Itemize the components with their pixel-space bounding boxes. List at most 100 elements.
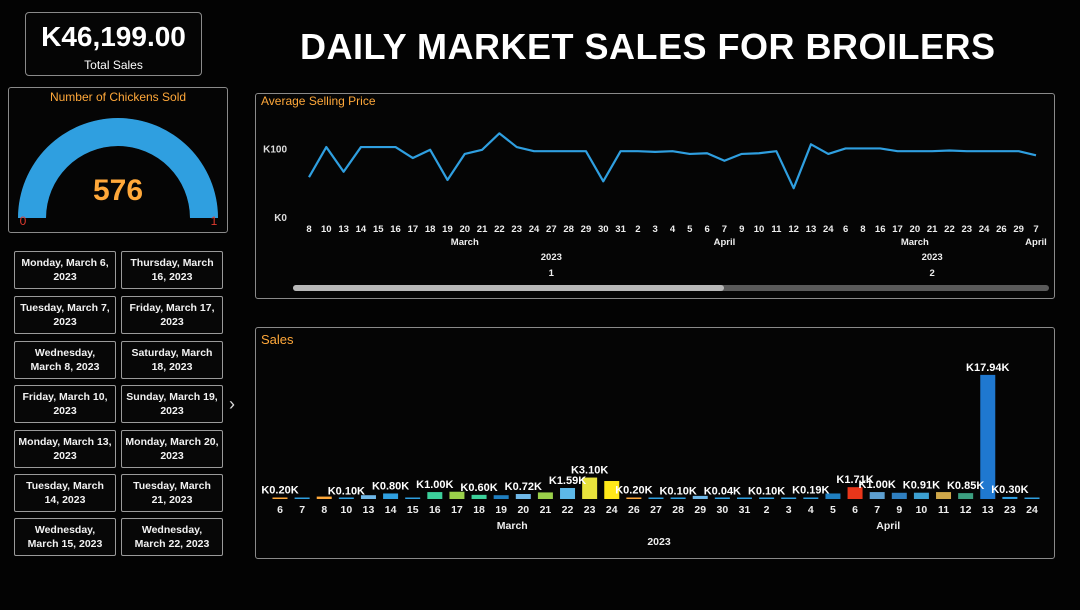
x-tick-label: 15 xyxy=(373,224,384,235)
series-line xyxy=(308,132,1037,190)
x-tick-label: 10 xyxy=(321,224,332,235)
x-tick-label: 12 xyxy=(788,224,799,235)
y-tick-label: K100 xyxy=(263,144,287,155)
date-button[interactable]: Saturday, March 18, 2023 xyxy=(121,341,223,379)
x-tick-label: 22 xyxy=(562,504,574,516)
bar xyxy=(980,374,996,499)
data-label: K0.20K xyxy=(261,485,298,497)
x-tick-label: 20 xyxy=(910,224,921,235)
bar xyxy=(736,497,752,499)
year-label: 2023 xyxy=(647,536,671,548)
bar xyxy=(582,477,598,499)
chart-scrollbar[interactable] xyxy=(293,285,1049,291)
date-button[interactable]: Wednesday, March 8, 2023 xyxy=(14,341,116,379)
month-label: March xyxy=(901,237,929,248)
x-tick-label: 24 xyxy=(823,224,834,235)
x-tick-label: 11 xyxy=(771,224,782,235)
sales-title: Sales xyxy=(261,332,294,347)
gauge-max-label: 1 xyxy=(211,214,218,228)
month-label: April xyxy=(714,237,736,248)
gauge-fill xyxy=(18,118,218,218)
data-label: K0.10K xyxy=(748,485,785,497)
bar xyxy=(626,497,642,499)
bar xyxy=(759,497,775,499)
x-tick-label: 22 xyxy=(494,224,505,235)
x-tick-label: 24 xyxy=(606,504,618,516)
x-tick-label: 4 xyxy=(808,504,814,516)
bar xyxy=(692,495,708,499)
x-tick-label: 10 xyxy=(341,504,353,516)
x-tick-label: 12 xyxy=(960,504,972,516)
x-tick-label: 7 xyxy=(299,504,305,516)
date-button[interactable]: Monday, March 13, 2023 xyxy=(14,430,116,468)
gauge-title: Number of Chickens Sold xyxy=(49,90,187,104)
x-tick-label: 10 xyxy=(754,224,765,235)
x-tick-label: 28 xyxy=(563,224,574,235)
x-tick-label: 6 xyxy=(852,504,858,516)
gauge-min-label: 0 xyxy=(20,214,27,228)
x-tick-label: 16 xyxy=(875,224,886,235)
bar xyxy=(869,492,885,499)
data-label: K0.85K xyxy=(947,480,984,492)
x-tick-label: 20 xyxy=(517,504,529,516)
x-tick-label: 19 xyxy=(442,224,453,235)
bar xyxy=(427,492,443,499)
bar xyxy=(449,491,465,499)
date-button[interactable]: Monday, March 20, 2023 xyxy=(121,430,223,468)
x-tick-label: 16 xyxy=(390,224,401,235)
x-tick-label: 31 xyxy=(615,224,626,235)
date-button[interactable]: Sunday, March 19, 2023 xyxy=(121,385,223,423)
x-tick-label: 3 xyxy=(786,504,792,516)
data-label: K0.10K xyxy=(659,485,696,497)
date-button[interactable]: Wednesday, March 15, 2023 xyxy=(14,518,116,556)
x-tick-label: 23 xyxy=(961,224,972,235)
bar xyxy=(936,492,952,499)
x-tick-label: 29 xyxy=(1013,224,1024,235)
x-tick-label: 14 xyxy=(356,224,367,235)
bar xyxy=(560,487,576,499)
date-button[interactable]: Monday, March 6, 2023 xyxy=(14,251,116,289)
bar xyxy=(1002,496,1018,499)
x-tick-label: 24 xyxy=(979,224,990,235)
x-tick-label: 6 xyxy=(277,504,283,516)
total-sales-label: Total Sales xyxy=(84,58,143,72)
x-tick-label: 23 xyxy=(584,504,596,516)
x-tick-label: 28 xyxy=(672,504,684,516)
data-label: K17.94K xyxy=(966,362,1009,374)
data-label: K0.80K xyxy=(372,480,409,492)
date-button[interactable]: Thursday, March 16, 2023 xyxy=(121,251,223,289)
month-label: March xyxy=(451,237,479,248)
group-label: 2 xyxy=(929,268,934,279)
date-button[interactable]: Tuesday, March 7, 2023 xyxy=(14,296,116,334)
x-tick-label: 26 xyxy=(996,224,1007,235)
date-button[interactable]: Friday, March 10, 2023 xyxy=(14,385,116,423)
x-tick-label: 6 xyxy=(704,224,709,235)
chart-scrollbar-thumb[interactable] xyxy=(293,285,724,291)
date-button[interactable]: Friday, March 17, 2023 xyxy=(121,296,223,334)
date-button[interactable]: Tuesday, March 21, 2023 xyxy=(121,474,223,512)
data-label: K0.30K xyxy=(991,484,1028,496)
x-tick-label: 27 xyxy=(650,504,662,516)
bar xyxy=(1024,497,1040,499)
gauge-value: 576 xyxy=(93,174,143,207)
date-button[interactable]: Tuesday, March 14, 2023 xyxy=(14,474,116,512)
sales-panel: Sales xyxy=(255,327,1055,559)
bar xyxy=(781,497,797,499)
x-tick-label: 26 xyxy=(628,504,640,516)
date-button[interactable]: Wednesday, March 22, 2023 xyxy=(121,518,223,556)
x-tick-label: 7 xyxy=(874,504,880,516)
total-sales-card: K46,199.00 Total Sales xyxy=(25,12,202,76)
x-tick-label: 8 xyxy=(321,504,327,516)
bar xyxy=(648,497,664,499)
data-label: K1.00K xyxy=(416,479,453,491)
bar xyxy=(515,494,531,499)
x-tick-label: 15 xyxy=(407,504,419,516)
x-tick-label: 29 xyxy=(581,224,592,235)
x-tick-label: 7 xyxy=(722,224,727,235)
avg-price-panel: Average Selling Price xyxy=(255,93,1055,299)
chevron-right-icon[interactable]: › xyxy=(229,394,235,414)
x-tick-label: 4 xyxy=(670,224,676,235)
x-tick-label: 17 xyxy=(892,224,903,235)
x-tick-label: 22 xyxy=(944,224,955,235)
x-tick-label: 13 xyxy=(806,224,817,235)
